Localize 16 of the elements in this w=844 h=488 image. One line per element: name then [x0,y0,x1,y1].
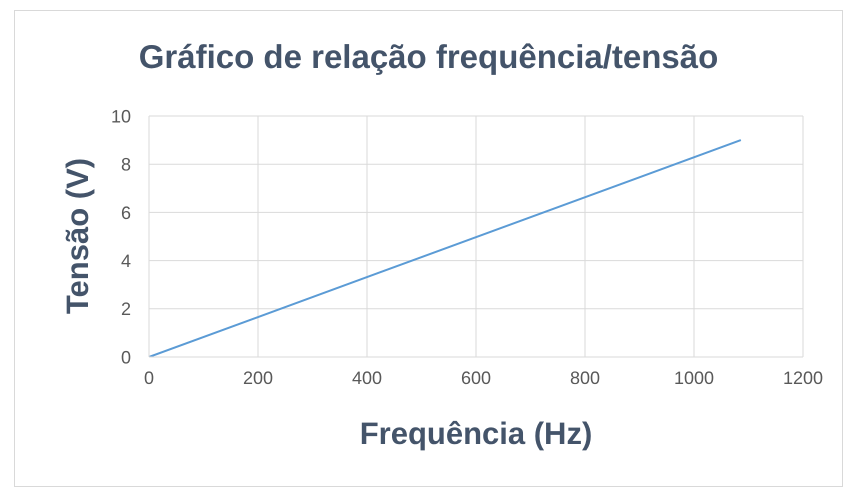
x-tick-label: 200 [242,368,274,388]
y-tick-label: 2 [120,299,131,320]
y-tick-label: 8 [120,154,131,175]
x-axis-title: Frequência (Hz) [358,416,594,452]
y-tick-label: 0 [120,347,131,368]
x-tick-label: 1200 [782,368,824,388]
x-tick-label: 400 [352,368,382,388]
y-tick-label: 6 [120,202,131,223]
x-tick-label: 800 [570,368,600,388]
y-axis-title: Tensão (V) [59,156,96,316]
chart-title: Gráfico de relação frequência/tensão [138,38,720,76]
y-tick-label: 4 [120,250,131,271]
x-tick-label: 1000 [674,368,714,388]
x-tick-label: 600 [460,368,492,388]
x-tick-label: 0 [144,368,154,388]
y-tick-label: 10 [110,106,131,126]
